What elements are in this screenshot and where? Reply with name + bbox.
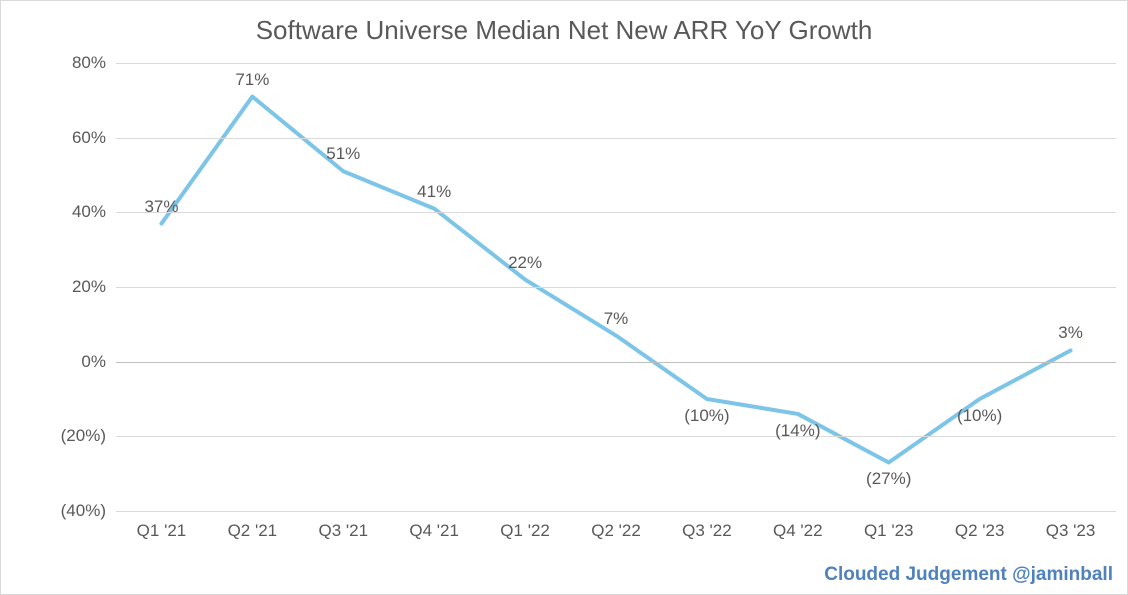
data-label: 7% bbox=[604, 309, 629, 329]
y-axis-label: 80% bbox=[46, 53, 106, 73]
plot-area: (40%)(20%)0%20%40%60%80%Q1 '21Q2 '21Q3 '… bbox=[116, 63, 1116, 511]
attribution-text: Clouded Judgement @jaminball bbox=[824, 564, 1113, 586]
x-axis-label: Q1 '22 bbox=[500, 521, 550, 541]
data-label: 71% bbox=[235, 70, 269, 90]
chart-frame: Software Universe Median Net New ARR YoY… bbox=[0, 0, 1128, 595]
data-label: 37% bbox=[144, 197, 178, 217]
data-label: (27%) bbox=[866, 469, 911, 489]
gridline bbox=[116, 287, 1116, 288]
data-label: (14%) bbox=[775, 421, 820, 441]
data-label: 51% bbox=[326, 144, 360, 164]
data-label: 22% bbox=[508, 253, 542, 273]
gridline bbox=[116, 63, 1116, 64]
gridline bbox=[116, 212, 1116, 213]
x-axis-label: Q2 '23 bbox=[955, 521, 1005, 541]
y-axis-label: (40%) bbox=[46, 501, 106, 521]
y-axis-label: 0% bbox=[46, 352, 106, 372]
gridline bbox=[116, 362, 1116, 363]
data-label: (10%) bbox=[957, 406, 1002, 426]
gridline bbox=[116, 436, 1116, 437]
chart-title: Software Universe Median Net New ARR YoY… bbox=[1, 15, 1127, 46]
gridline bbox=[116, 511, 1116, 512]
data-label: (10%) bbox=[684, 406, 729, 426]
y-axis-label: 20% bbox=[46, 277, 106, 297]
x-axis-label: Q2 '22 bbox=[591, 521, 641, 541]
y-axis-label: 60% bbox=[46, 128, 106, 148]
y-axis-label: (20%) bbox=[46, 426, 106, 446]
x-axis-label: Q4 '21 bbox=[409, 521, 459, 541]
x-axis-label: Q4 '22 bbox=[773, 521, 823, 541]
x-axis-label: Q3 '21 bbox=[318, 521, 368, 541]
x-axis-label: Q1 '21 bbox=[137, 521, 187, 541]
x-axis-label: Q3 '23 bbox=[1046, 521, 1096, 541]
gridline bbox=[116, 138, 1116, 139]
y-axis-label: 40% bbox=[46, 202, 106, 222]
data-label: 41% bbox=[417, 182, 451, 202]
x-axis-label: Q3 '22 bbox=[682, 521, 732, 541]
x-axis-label: Q2 '21 bbox=[228, 521, 278, 541]
x-axis-label: Q1 '23 bbox=[864, 521, 914, 541]
data-label: 3% bbox=[1058, 323, 1083, 343]
